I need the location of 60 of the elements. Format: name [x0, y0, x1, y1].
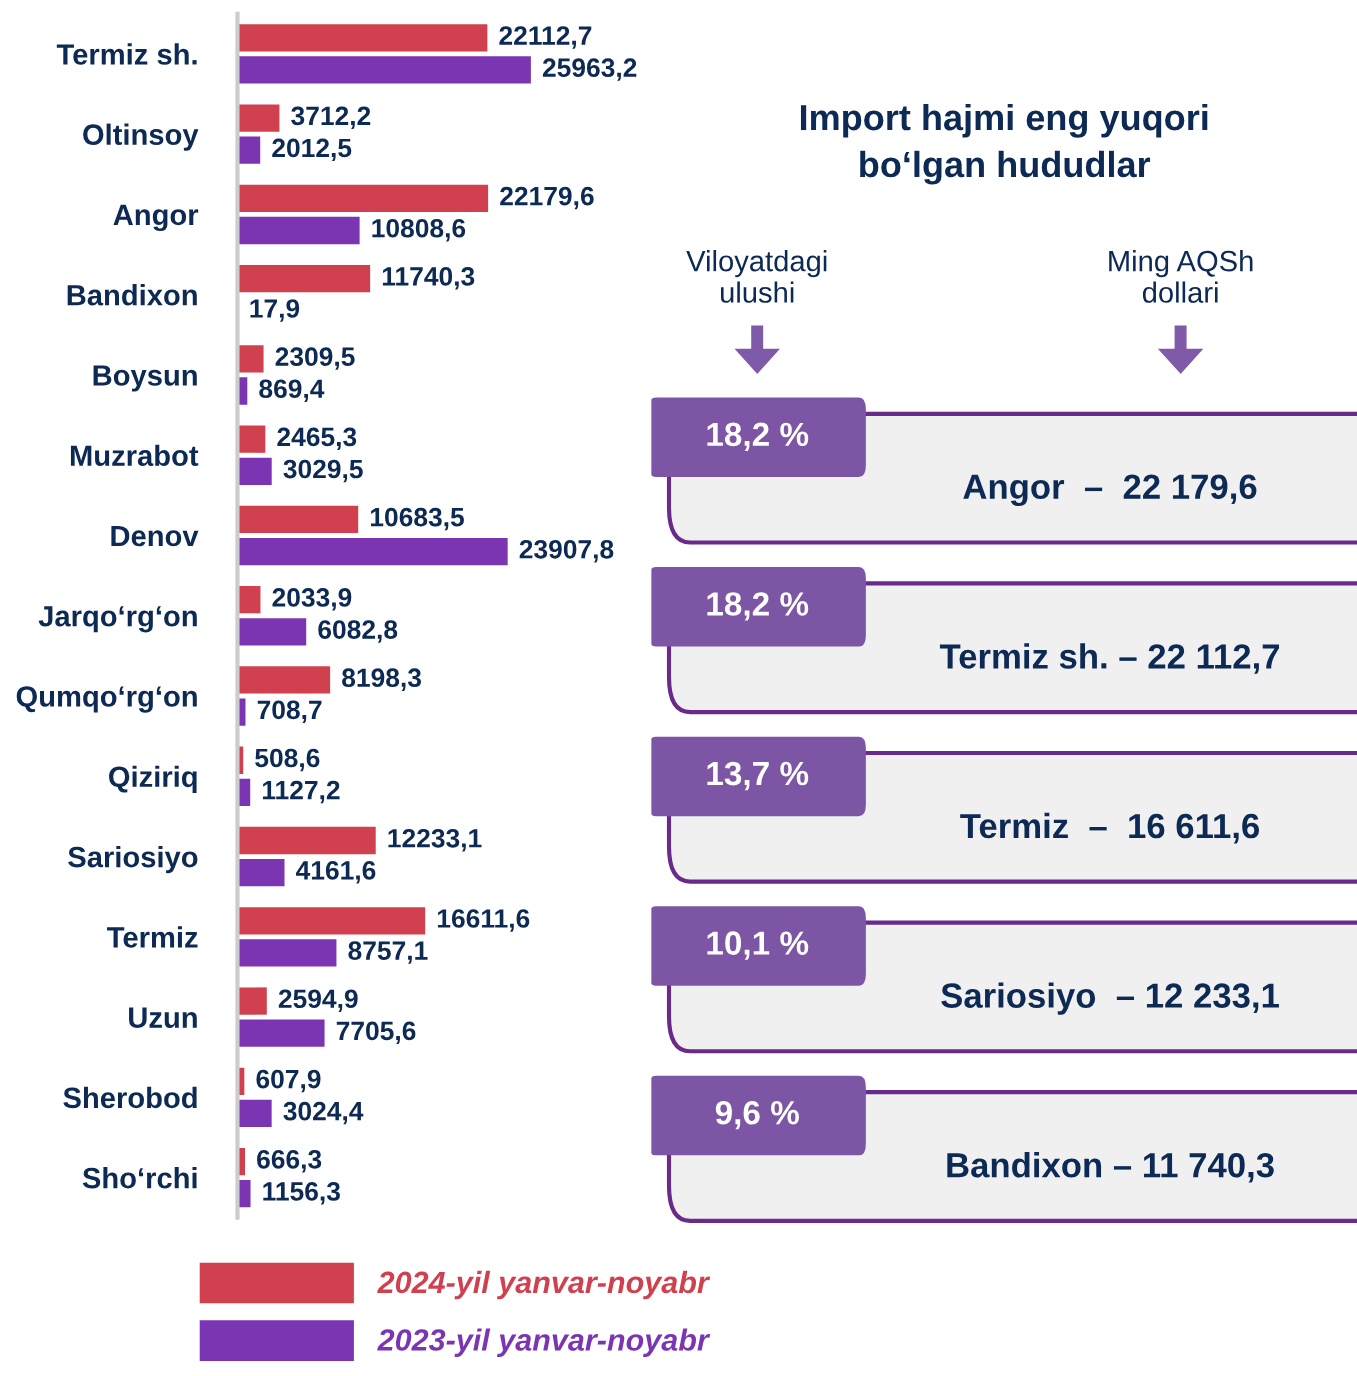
- text: Ming AQSh dollari: [1109, 250, 1253, 303]
- data-label: 607,9: [256, 1069, 321, 1093]
- data-label: 22112,7: [499, 26, 592, 49]
- text: Angor – 22 179,6: [963, 474, 1257, 507]
- y-tick-label: Termiz sh.: [56, 43, 197, 65]
- y-tick-label: Uzun: [129, 1007, 197, 1028]
- legend-label: 2024-yil yanvar-noyabr: [377, 1270, 711, 1300]
- data-label: 3029,5: [283, 459, 363, 483]
- data-label: 708,7: [257, 700, 322, 723]
- data-label: 7705,6: [336, 1021, 416, 1045]
- text: Viloyatdagi ulushi: [686, 250, 827, 303]
- text: 10,1 %: [707, 931, 809, 960]
- text: 18,2 %: [707, 592, 809, 621]
- data-label: 23907,8: [519, 539, 614, 563]
- y-tick-label: Sariosiyo: [68, 845, 198, 874]
- data-label: 869,4: [259, 379, 325, 402]
- data-label: 2465,3: [277, 427, 357, 451]
- data-label: 3712,2: [291, 106, 371, 130]
- data-label: 666,3: [257, 1149, 322, 1173]
- data-label: 4161,6: [296, 861, 376, 884]
- data-label: 10683,5: [370, 507, 464, 531]
- y-tick-label: Denov: [111, 526, 199, 547]
- text: 9,6 %: [715, 1100, 799, 1130]
- text: Bandixon – 11 740,3: [947, 1152, 1274, 1183]
- y-tick-label: Termiz: [107, 926, 198, 948]
- data-label: 1156,3: [263, 1182, 340, 1205]
- text: 18,2 %: [707, 422, 809, 452]
- data-label: 2033,9: [272, 588, 352, 611]
- data-label: 25963,2: [542, 58, 637, 81]
- data-label: 10808,6: [372, 218, 466, 242]
- data-label: 6082,8: [318, 620, 398, 643]
- text: 13,7 %: [707, 761, 809, 791]
- y-tick-label: Qumqo‘rg‘on: [16, 686, 197, 713]
- data-label: 11740,3: [382, 267, 475, 290]
- text: Termiz sh. – 22 112,7: [939, 643, 1280, 674]
- data-label: 22179,6: [500, 186, 594, 210]
- text: Import hajmi eng yuqori bo‘lgan hududlar: [800, 103, 1208, 185]
- data-label: 17,9: [250, 299, 300, 322]
- y-tick-label: Muzrabot: [70, 444, 199, 467]
- legend-label: 2023-yil yanvar-noyabr: [377, 1328, 711, 1357]
- data-label: 8198,3: [342, 668, 421, 691]
- y-tick-label: Sherobod: [63, 1086, 197, 1109]
- y-tick-label: Jarqo‘rg‘on: [38, 606, 197, 633]
- y-tick-label: Sho‘rchi: [82, 1167, 197, 1189]
- data-label: 12233,1: [388, 828, 482, 852]
- data-label: 2012,5: [272, 138, 352, 162]
- data-label: 2594,9: [278, 989, 358, 1012]
- text: Termiz – 16 611,6: [960, 812, 1260, 844]
- data-label: 2309,5: [275, 347, 355, 370]
- y-tick-label: Boysun: [93, 365, 197, 392]
- data-label: 3024,4: [283, 1101, 364, 1125]
- y-tick-label: Qiziriq: [109, 765, 197, 793]
- data-label: 16611,6: [437, 909, 530, 932]
- text: Sariosiyo – 12 233,1: [941, 982, 1279, 1015]
- y-tick-label: Oltinsoy: [83, 123, 199, 151]
- y-tick-label: Bandixon: [67, 284, 197, 306]
- data-label: 1127,2: [262, 780, 340, 804]
- data-label: 508,6: [255, 748, 320, 772]
- y-tick-label: Angor: [113, 204, 199, 232]
- data-label: 8757,1: [348, 941, 428, 964]
